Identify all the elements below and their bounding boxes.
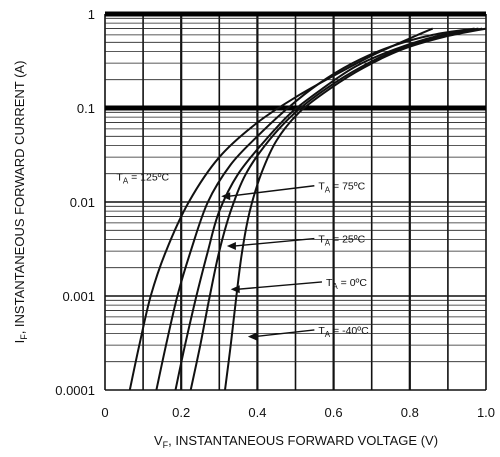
- series-line-75°C: [155, 27, 475, 391]
- curves: [128, 27, 487, 391]
- annotation-arrowhead: [221, 192, 231, 201]
- annotation-arrow-line: [254, 329, 315, 338]
- series-label-25°C: TA = 25ºC: [318, 234, 365, 248]
- grid: [104, 11, 487, 391]
- annotation-arrowhead: [230, 285, 240, 294]
- series-annotations: TA = 125ºC TA = 75ºC TA = 25ºC TA = 0ºC TA =…: [116, 171, 369, 341]
- x-tick-label: 0.8: [401, 405, 419, 420]
- y-axis-title-sub: F: [19, 334, 29, 340]
- x-tick-label: 0: [101, 405, 108, 420]
- x-axis-title-main: V: [154, 433, 163, 448]
- annotation-arrowhead: [247, 332, 257, 341]
- x-tick-label: 0.6: [325, 405, 343, 420]
- series-label-75°C: TA = 75ºC: [318, 181, 365, 195]
- series-label--40°C: TA = -40ºC: [318, 325, 369, 339]
- x-axis-title-sub: F: [163, 440, 169, 450]
- y-axis-title-rest: , INSTANTANEOUS FORWARD CURRENT (A): [12, 61, 27, 335]
- y-tick-label: 0.01: [70, 195, 95, 210]
- annotation-arrow-line: [233, 237, 315, 247]
- annotation-arrow-line: [228, 185, 315, 197]
- x-tick-label: 0.2: [172, 405, 190, 420]
- y-tick-label: 0.1: [77, 101, 95, 116]
- series-label-0°C: TA = 0ºC: [326, 277, 367, 291]
- y-axis-title: IF, INSTANTANEOUS FORWARD CURRENT (A): [12, 61, 29, 344]
- series-label-125°C: TA = 125ºC: [116, 171, 169, 185]
- x-tick-label: 0.4: [248, 405, 266, 420]
- annotation-arrowhead: [226, 242, 236, 251]
- x-tick-label: 1.0: [477, 405, 495, 420]
- x-axis-title-rest: , INSTANTANEOUS FORWARD VOLTAGE (V): [168, 433, 438, 448]
- y-axis-title-main: I: [12, 340, 27, 344]
- y-tick-label: 0.0001: [55, 383, 95, 398]
- tick-labels: 0 0.2 0.4 0.6 0.8 1.0 1 0.1 0.01 0.001 0.0001: [55, 7, 495, 420]
- y-tick-label: 1: [88, 7, 95, 22]
- series-line-25°C: [174, 27, 479, 391]
- series-line--40°C: [224, 27, 487, 391]
- y-tick-label: 0.001: [62, 289, 95, 304]
- annotation-arrow-line: [237, 281, 323, 290]
- series-line-125°C: [128, 27, 434, 391]
- series-line-0°C: [189, 27, 483, 391]
- x-axis-title: VF, INSTANTANEOUS FORWARD VOLTAGE (V): [154, 433, 438, 450]
